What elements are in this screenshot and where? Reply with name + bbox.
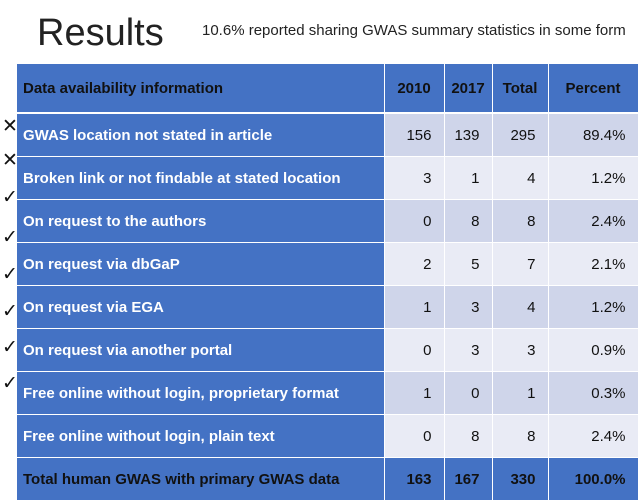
cell-2017: 0	[444, 371, 493, 415]
check-icon: ✓	[2, 263, 18, 285]
total-row: Total human GWAS with primary GWAS data …	[17, 457, 638, 501]
cell-2017: 1	[444, 156, 493, 200]
cell-2017: 8	[444, 199, 493, 243]
row-label: Free online without login, proprietary f…	[17, 371, 385, 415]
row-label: Broken link or not findable at stated lo…	[17, 156, 385, 200]
total-percent: 100.0%	[548, 457, 638, 501]
cell-2010: 0	[384, 328, 445, 372]
cell-2017: 8	[444, 414, 493, 458]
cell-total: 3	[492, 328, 549, 372]
cell-percent: 0.9%	[548, 328, 638, 372]
cell-2017: 5	[444, 242, 493, 286]
table-row: On request via EGA 1 3 4 1.2%	[17, 285, 638, 329]
column-header: 2017	[444, 64, 493, 114]
cell-2010: 156	[384, 113, 445, 157]
cell-2010: 1	[384, 285, 445, 329]
cross-icon: ✕	[2, 149, 18, 171]
check-icon: ✓	[2, 300, 18, 322]
table-row: On request to the authors 0 8 8 2.4%	[17, 199, 638, 243]
table-row: Free online without login, proprietary f…	[17, 371, 638, 415]
cell-total: 8	[492, 199, 549, 243]
column-header: Percent	[548, 64, 638, 114]
check-icon: ✓	[2, 186, 18, 208]
cell-total: 4	[492, 285, 549, 329]
cross-icon: ✕	[2, 115, 18, 137]
cell-percent: 2.4%	[548, 199, 638, 243]
table-row: On request via dbGaP 2 5 7 2.1%	[17, 242, 638, 286]
total-2017: 167	[444, 457, 493, 501]
results-table: Data availability information 2010 2017 …	[17, 64, 638, 501]
column-header: Total	[492, 64, 549, 114]
row-label: On request via dbGaP	[17, 242, 385, 286]
check-icon: ✓	[2, 336, 18, 358]
table-header-row: Data availability information 2010 2017 …	[17, 64, 638, 114]
column-header: 2010	[384, 64, 445, 114]
cell-percent: 1.2%	[548, 285, 638, 329]
row-label: On request to the authors	[17, 199, 385, 243]
total-total: 330	[492, 457, 549, 501]
cell-total: 1	[492, 371, 549, 415]
check-icon: ✓	[2, 372, 18, 394]
cell-2010: 0	[384, 199, 445, 243]
cell-percent: 2.1%	[548, 242, 638, 286]
cell-2017: 3	[444, 285, 493, 329]
row-label: On request via another portal	[17, 328, 385, 372]
cell-total: 4	[492, 156, 549, 200]
cell-percent: 89.4%	[548, 113, 638, 157]
cell-percent: 2.4%	[548, 414, 638, 458]
status-marks: ✕ ✕ ✓ ✓ ✓ ✓ ✓ ✓	[0, 0, 20, 478]
table-row: GWAS location not stated in article 156 …	[17, 113, 638, 157]
cell-2017: 3	[444, 328, 493, 372]
cell-2010: 2	[384, 242, 445, 286]
cell-percent: 0.3%	[548, 371, 638, 415]
table-row: Free online without login, plain text 0 …	[17, 414, 638, 458]
cell-total: 295	[492, 113, 549, 157]
table-row: On request via another portal 0 3 3 0.9%	[17, 328, 638, 372]
row-label: Free online without login, plain text	[17, 414, 385, 458]
table-row: Broken link or not findable at stated lo…	[17, 156, 638, 200]
column-header: Data availability information	[17, 64, 385, 114]
slide-subtitle: 10.6% reported sharing GWAS summary stat…	[202, 22, 626, 39]
total-2010: 163	[384, 457, 445, 501]
cell-2017: 139	[444, 113, 493, 157]
slide-title: Results	[37, 12, 164, 54]
check-icon: ✓	[2, 226, 18, 248]
cell-2010: 1	[384, 371, 445, 415]
cell-total: 7	[492, 242, 549, 286]
row-label: On request via EGA	[17, 285, 385, 329]
cell-percent: 1.2%	[548, 156, 638, 200]
total-label: Total human GWAS with primary GWAS data	[17, 457, 385, 501]
cell-2010: 0	[384, 414, 445, 458]
cell-total: 8	[492, 414, 549, 458]
cell-2010: 3	[384, 156, 445, 200]
row-label: GWAS location not stated in article	[17, 113, 385, 157]
